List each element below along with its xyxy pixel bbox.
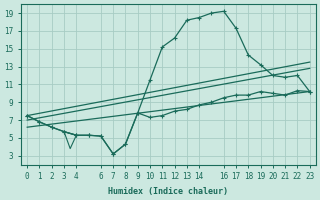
X-axis label: Humidex (Indice chaleur): Humidex (Indice chaleur): [108, 187, 228, 196]
